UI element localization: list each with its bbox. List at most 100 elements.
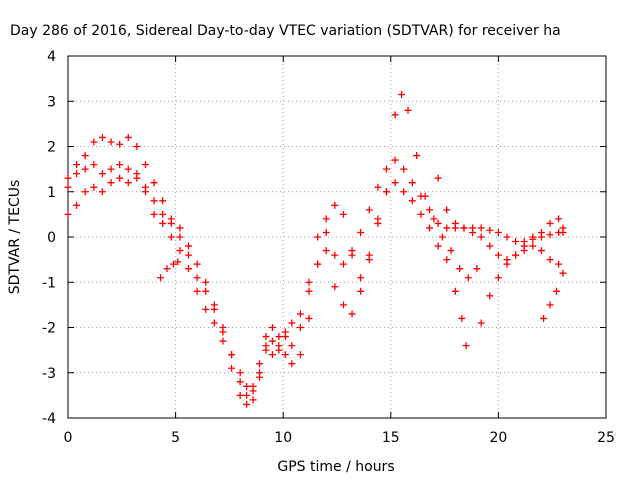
data-point — [469, 228, 477, 236]
data-point — [107, 179, 115, 187]
data-point — [288, 342, 296, 350]
x-tick-label: 5 — [171, 430, 180, 446]
data-point — [305, 278, 313, 286]
data-series — [157, 258, 182, 282]
x-tick-labels: 0 5 10 15 20 25 — [64, 430, 615, 446]
data-point — [555, 215, 563, 223]
data-point — [456, 265, 464, 273]
data-point — [243, 382, 251, 390]
data-point — [296, 324, 304, 331]
data-point — [559, 269, 567, 277]
data-point — [64, 210, 72, 218]
data-point — [81, 152, 89, 160]
data-point — [348, 251, 356, 259]
data-point — [348, 310, 356, 318]
data-point — [486, 226, 494, 234]
data-point — [305, 314, 313, 322]
data-point — [185, 265, 193, 273]
data-point — [400, 165, 408, 173]
y-axis-label: SDTVAR / TECUs — [7, 180, 23, 295]
data-point — [305, 287, 313, 295]
data-point — [202, 287, 210, 295]
y-tick-label: -4 — [42, 411, 56, 427]
data-point — [268, 324, 276, 331]
x-axis-label: GPS time / hours — [277, 459, 394, 475]
data-series — [64, 133, 567, 395]
data-point — [391, 179, 399, 187]
data-point — [81, 188, 89, 196]
data-point — [365, 256, 373, 264]
x-tick-label: 10 — [274, 430, 292, 446]
data-point — [391, 111, 399, 119]
data-point — [90, 161, 98, 169]
data-point — [339, 301, 347, 309]
data-point — [529, 242, 537, 250]
y-tick-label: 2 — [47, 140, 56, 156]
chart-title: Day 286 of 2016, Sidereal Day-to-day VTE… — [10, 23, 561, 39]
data-point — [314, 260, 322, 268]
data-series — [477, 215, 567, 327]
data-point — [275, 346, 283, 354]
data-point — [460, 224, 468, 232]
data-point — [339, 210, 347, 218]
data-point — [176, 233, 184, 241]
data-point — [477, 224, 485, 232]
data-point — [447, 247, 455, 255]
y-tick-labels: -4 -3 -2 -1 0 1 2 3 4 — [42, 49, 56, 427]
data-point — [503, 233, 511, 241]
data-point — [288, 360, 296, 368]
data-point — [73, 201, 81, 209]
data-point — [296, 351, 304, 359]
data-point — [141, 183, 149, 191]
data-point — [219, 324, 227, 331]
data-point — [322, 215, 330, 223]
data-point — [486, 242, 494, 250]
data-point — [331, 283, 339, 291]
data-point — [228, 351, 236, 359]
data-point — [430, 215, 438, 223]
data-point — [256, 360, 264, 368]
data-point — [357, 228, 365, 236]
data-point — [462, 342, 470, 350]
data-point — [288, 319, 296, 327]
data-point — [236, 391, 244, 399]
data-series — [64, 90, 481, 399]
data-points — [64, 90, 567, 408]
x-tick-label: 25 — [597, 430, 615, 446]
data-point — [210, 301, 218, 309]
data-point — [398, 90, 406, 98]
data-point — [124, 165, 132, 173]
data-point — [537, 228, 545, 236]
data-point — [408, 197, 416, 205]
data-point — [365, 206, 373, 214]
data-point — [408, 179, 416, 187]
data-point — [417, 210, 425, 218]
data-point — [236, 369, 244, 377]
data-point — [210, 319, 218, 327]
data-point — [124, 133, 132, 141]
data-point — [382, 165, 390, 173]
data-point — [275, 333, 283, 341]
data-point — [202, 278, 210, 286]
data-point — [193, 287, 201, 295]
data-point — [540, 314, 548, 322]
data-point — [81, 165, 89, 173]
data-point — [391, 156, 399, 164]
data-point — [116, 161, 124, 169]
data-point — [268, 351, 276, 359]
data-point — [90, 183, 98, 191]
data-point — [256, 373, 264, 381]
data-series — [540, 269, 567, 322]
data-point — [262, 346, 270, 354]
data-point — [357, 274, 365, 282]
data-point — [477, 233, 485, 241]
data-point — [382, 188, 390, 196]
data-point — [537, 247, 545, 255]
data-point — [116, 174, 124, 182]
data-point — [150, 210, 158, 218]
data-point — [107, 165, 115, 173]
data-point — [494, 228, 502, 236]
data-point — [438, 233, 446, 241]
